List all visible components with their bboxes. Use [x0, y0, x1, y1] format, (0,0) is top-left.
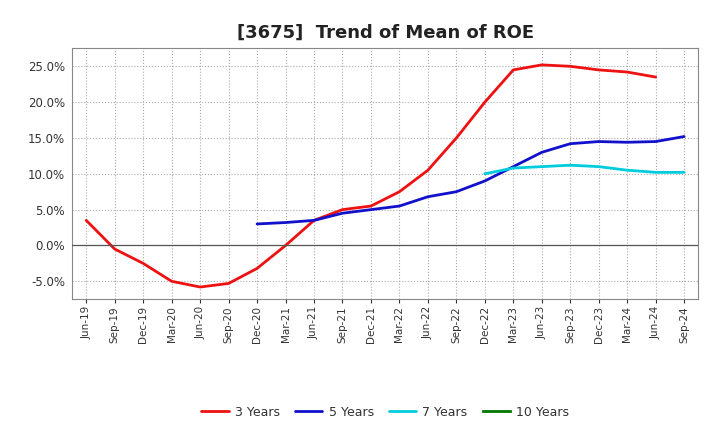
3 Years — [82, 218, 91, 223]
3 Years — [167, 279, 176, 284]
5 Years — [395, 203, 404, 209]
3 Years — [225, 281, 233, 286]
5 Years — [566, 141, 575, 147]
3 Years — [509, 67, 518, 73]
3 Years — [452, 136, 461, 141]
Legend: 3 Years, 5 Years, 7 Years, 10 Years: 3 Years, 5 Years, 7 Years, 10 Years — [196, 401, 575, 424]
3 Years — [395, 189, 404, 194]
3 Years — [366, 203, 375, 209]
5 Years — [480, 178, 489, 183]
5 Years — [338, 211, 347, 216]
7 Years — [566, 162, 575, 168]
3 Years — [139, 261, 148, 266]
7 Years — [595, 164, 603, 169]
5 Years — [253, 221, 261, 227]
5 Years — [652, 139, 660, 144]
3 Years — [623, 70, 631, 75]
5 Years — [537, 150, 546, 155]
3 Years — [310, 218, 318, 223]
3 Years — [196, 284, 204, 290]
7 Years — [480, 171, 489, 176]
3 Years — [480, 99, 489, 105]
3 Years — [595, 67, 603, 73]
5 Years — [423, 194, 432, 199]
Line: 7 Years: 7 Years — [485, 165, 684, 174]
7 Years — [652, 170, 660, 175]
5 Years — [310, 218, 318, 223]
7 Years — [509, 165, 518, 171]
3 Years — [423, 168, 432, 173]
3 Years — [566, 64, 575, 69]
Title: [3675]  Trend of Mean of ROE: [3675] Trend of Mean of ROE — [237, 23, 534, 41]
3 Years — [253, 266, 261, 271]
3 Years — [338, 207, 347, 212]
5 Years — [623, 139, 631, 145]
7 Years — [680, 170, 688, 175]
5 Years — [366, 207, 375, 212]
Line: 5 Years: 5 Years — [257, 136, 684, 224]
Line: 3 Years: 3 Years — [86, 65, 656, 287]
5 Years — [509, 164, 518, 169]
5 Years — [595, 139, 603, 144]
3 Years — [282, 243, 290, 248]
3 Years — [652, 74, 660, 80]
5 Years — [452, 189, 461, 194]
3 Years — [110, 246, 119, 252]
5 Years — [282, 220, 290, 225]
7 Years — [537, 164, 546, 169]
5 Years — [680, 134, 688, 139]
7 Years — [623, 168, 631, 173]
3 Years — [537, 62, 546, 67]
